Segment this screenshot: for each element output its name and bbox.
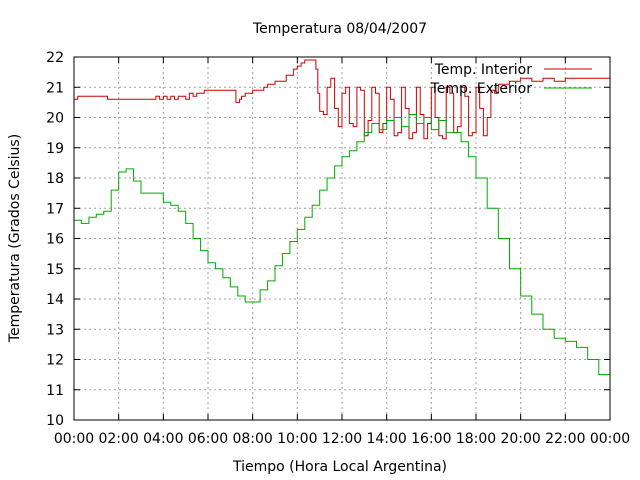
y-tick-label: 12 xyxy=(46,353,64,369)
y-tick-label: 15 xyxy=(46,262,64,278)
series-line-exterior xyxy=(74,114,611,402)
y-tick-label: 21 xyxy=(46,80,64,96)
legend: Temp. Interior Temp. Exterior xyxy=(430,62,592,97)
x-tick-labels: 00:00 02:00 04:00 06:00 08:00 10:00 12:00 14:00… xyxy=(54,431,630,447)
legend-label: Temp. Interior xyxy=(434,62,533,78)
x-tick-label: 00:00 xyxy=(590,431,630,447)
x-tick-label: 22:00 xyxy=(545,431,585,447)
x-tick-label: 04:00 xyxy=(143,431,183,447)
x-tick-label: 00:00 xyxy=(54,431,94,447)
y-tick-label: 13 xyxy=(46,322,64,338)
x-tick-label: 20:00 xyxy=(500,431,540,447)
y-tick-label: 20 xyxy=(46,111,64,127)
y-tick-label: 10 xyxy=(46,413,64,429)
series-line-interior xyxy=(74,59,610,140)
x-tick-label: 12:00 xyxy=(322,431,362,447)
x-tick-label: 10:00 xyxy=(277,431,317,447)
series-layer xyxy=(74,59,611,402)
y-tick-label: 18 xyxy=(46,171,64,187)
x-axis-label: Tiempo (Hora Local Argentina) xyxy=(232,459,447,475)
legend-label: Temp. Exterior xyxy=(430,81,533,97)
x-tick-label: 06:00 xyxy=(188,431,228,447)
x-tick-label: 16:00 xyxy=(411,431,451,447)
x-tick-label: 18:00 xyxy=(456,431,496,447)
x-tick-label: 14:00 xyxy=(366,431,406,447)
chart-title: Temperatura 08/04/2007 xyxy=(252,21,427,37)
x-tick-label: 02:00 xyxy=(98,431,138,447)
y-tick-label: 19 xyxy=(46,141,64,157)
y-tick-label: 11 xyxy=(46,383,64,399)
y-tick-label: 16 xyxy=(46,232,64,248)
x-tick-label: 08:00 xyxy=(232,431,272,447)
plot-frame xyxy=(73,56,611,421)
y-tick-label: 22 xyxy=(46,50,64,66)
y-tick-label: 14 xyxy=(46,292,64,308)
y-tick-labels: 10 11 12 13 14 15 16 17 18 19 20 21 22 xyxy=(46,50,64,429)
y-tick-label: 17 xyxy=(46,201,64,217)
y-axis-label: Temperatura (Grados Celsius) xyxy=(7,134,23,343)
